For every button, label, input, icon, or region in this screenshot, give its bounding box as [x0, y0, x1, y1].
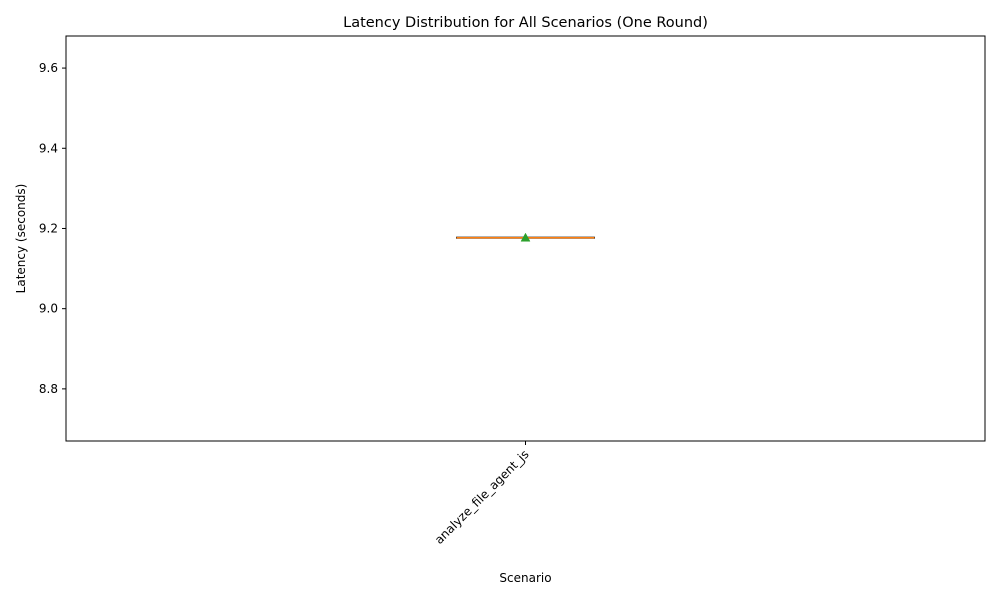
y-tick-label: 9.0	[39, 302, 58, 316]
mean-marker	[520, 232, 531, 242]
y-tick-label: 8.8	[39, 382, 58, 396]
plot-area	[456, 232, 595, 242]
chart-title: Latency Distribution for All Scenarios (…	[343, 15, 708, 31]
y-tick-label: 9.2	[39, 221, 58, 235]
y-tick-label: 9.6	[39, 61, 58, 75]
x-axis-title: Scenario	[499, 571, 551, 585]
y-axis-title: Latency (seconds)	[14, 184, 28, 294]
y-tick-label: 9.4	[39, 141, 58, 155]
y-axis: 8.8 9.0 9.2 9.4 9.6	[39, 61, 66, 396]
